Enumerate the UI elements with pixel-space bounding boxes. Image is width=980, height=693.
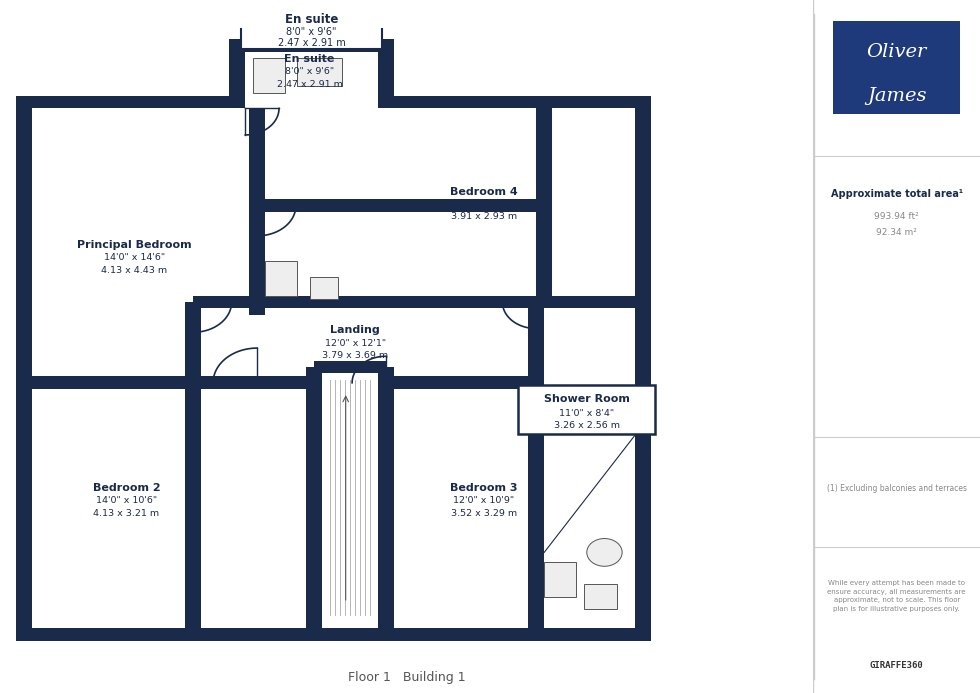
- Bar: [378, 367, 394, 628]
- Text: (1) Excluding balconies and terraces: (1) Excluding balconies and terraces: [827, 484, 966, 493]
- Text: Approximate total area¹: Approximate total area¹: [831, 189, 962, 199]
- Bar: [266, 261, 298, 296]
- Bar: [245, 52, 378, 108]
- Bar: [310, 277, 338, 299]
- Text: Bedroom 3: Bedroom 3: [450, 483, 517, 493]
- Text: Bedroom 4: Bedroom 4: [450, 186, 517, 197]
- Bar: [258, 200, 544, 212]
- Bar: [258, 108, 544, 206]
- Text: 13'0" x 9'7": 13'0" x 9'7": [457, 200, 512, 209]
- Text: 3.26 x 2.56 m: 3.26 x 2.56 m: [554, 421, 619, 430]
- Text: 8'0" x 9'6": 8'0" x 9'6": [285, 67, 334, 76]
- Bar: [249, 108, 266, 315]
- Text: 993.94 ft²: 993.94 ft²: [874, 212, 919, 220]
- Text: 4.13 x 4.43 m: 4.13 x 4.43 m: [101, 266, 168, 275]
- Bar: [193, 290, 536, 302]
- Polygon shape: [32, 52, 635, 628]
- Text: Bedroom 2: Bedroom 2: [92, 483, 160, 493]
- Text: While every attempt has been made to
ensure accuracy, all measurements are
appro: While every attempt has been made to ens…: [827, 580, 966, 612]
- Bar: [314, 367, 386, 628]
- FancyBboxPatch shape: [518, 385, 655, 434]
- Bar: [584, 584, 616, 609]
- Bar: [386, 383, 536, 628]
- Text: 12'0" x 10'9": 12'0" x 10'9": [454, 496, 514, 505]
- Text: 2.47 x 2.91 m: 2.47 x 2.91 m: [277, 39, 345, 49]
- Bar: [32, 383, 314, 628]
- Text: 2.47 x 2.91 m: 2.47 x 2.91 m: [276, 80, 342, 89]
- Bar: [314, 360, 386, 374]
- Bar: [536, 302, 635, 628]
- Text: GIRAFFE360: GIRAFFE360: [870, 661, 923, 669]
- Bar: [193, 296, 258, 308]
- Bar: [185, 302, 201, 628]
- Bar: [536, 108, 553, 302]
- FancyBboxPatch shape: [833, 21, 960, 114]
- Bar: [32, 108, 258, 383]
- Text: Floor 1   Building 1: Floor 1 Building 1: [348, 672, 466, 684]
- Text: Principal Bedroom: Principal Bedroom: [77, 240, 192, 250]
- Text: 14'0" x 14'6": 14'0" x 14'6": [104, 254, 165, 263]
- Text: En suite: En suite: [284, 54, 335, 64]
- Text: 14'0" x 10'6": 14'0" x 10'6": [96, 496, 157, 505]
- Text: 92.34 m²: 92.34 m²: [876, 228, 917, 236]
- Text: Shower Room: Shower Room: [544, 394, 630, 404]
- Bar: [386, 376, 536, 389]
- Bar: [544, 562, 576, 597]
- Polygon shape: [17, 39, 651, 641]
- Text: 3.79 x 3.69 m: 3.79 x 3.69 m: [322, 351, 388, 360]
- Bar: [386, 302, 536, 383]
- Text: En suite: En suite: [285, 13, 338, 26]
- Bar: [193, 376, 314, 389]
- Text: 4.13 x 3.21 m: 4.13 x 3.21 m: [93, 509, 160, 518]
- Text: 8'0" x 9'6": 8'0" x 9'6": [286, 27, 337, 37]
- Text: Landing: Landing: [330, 326, 380, 335]
- Text: Oliver: Oliver: [866, 43, 927, 61]
- Bar: [253, 58, 285, 93]
- Text: James: James: [867, 87, 926, 105]
- Text: 3.91 x 2.93 m: 3.91 x 2.93 m: [451, 213, 517, 221]
- Circle shape: [587, 538, 622, 566]
- Bar: [258, 296, 635, 308]
- Bar: [32, 376, 258, 389]
- Bar: [528, 302, 544, 628]
- Bar: [306, 367, 321, 628]
- Bar: [306, 383, 321, 628]
- Text: 11'0" x 8'4": 11'0" x 8'4": [560, 409, 614, 418]
- FancyBboxPatch shape: [241, 8, 382, 49]
- Text: 12'0" x 12'1": 12'0" x 12'1": [324, 339, 386, 347]
- Bar: [298, 58, 342, 87]
- Bar: [193, 302, 314, 383]
- Bar: [258, 206, 544, 302]
- Text: 3.52 x 3.29 m: 3.52 x 3.29 m: [451, 509, 517, 518]
